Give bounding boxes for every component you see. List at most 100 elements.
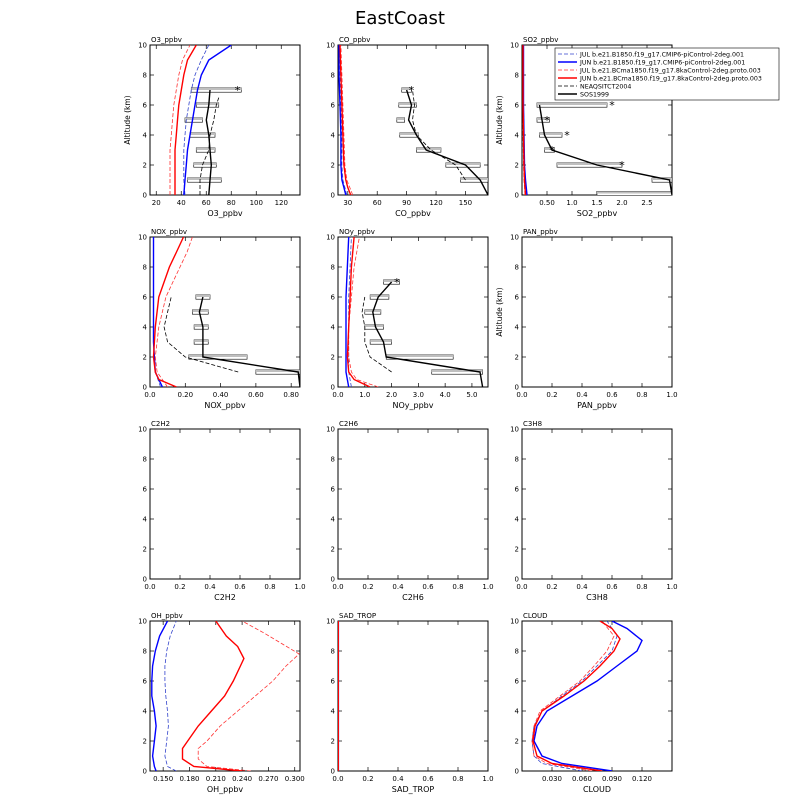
chart-panel-nox-ppbv: NOX_ppbv 0 2 4 6 8 10 0.0 0.20 0.40 0.60 0.80 NOX_pp…	[138, 228, 301, 410]
obs-box-shade	[188, 354, 248, 357]
obs-box-shade	[191, 87, 242, 90]
obs-star-marker: *	[549, 144, 555, 157]
series-line	[205, 89, 213, 195]
x-axis-label: NOy_ppbv	[393, 401, 434, 410]
x-tick-label: 0.4	[392, 775, 404, 783]
plot-frame	[149, 236, 301, 388]
plot-area	[151, 621, 300, 771]
y-tick-label: 6	[143, 678, 148, 686]
x-tick-label: 0.300	[285, 775, 305, 783]
obs-box-shade	[187, 177, 222, 180]
y-tick-label: 8	[331, 264, 335, 272]
x-axis-label: SAD_TROP	[392, 785, 435, 794]
chart-panel-sad-trop: SAD_TROP 0 2 4 6 8 10 0.0 0.2 0.4 0.6 0.8 1.0 SAD_TRO…	[326, 612, 493, 794]
x-tick-label: 0.0	[516, 391, 527, 399]
x-axis-label: CLOUD	[583, 785, 611, 794]
series-line	[154, 237, 193, 387]
x-tick-label: 0.210	[206, 775, 226, 783]
x-tick-label: 0.6	[422, 583, 434, 591]
plot-frame	[149, 428, 301, 580]
chart-panel-o3-ppbv: O3_ppbv 0 2 4 6 8 10 20 40 60 80 100 120 O3_ppbv Altit…	[123, 36, 301, 218]
panel-title: C2H6	[339, 420, 359, 428]
plot-area	[169, 45, 242, 195]
series-line	[339, 45, 348, 195]
x-tick-label: 30	[343, 199, 352, 207]
x-tick-label: 0.120	[632, 775, 652, 783]
x-tick-label: 0.0	[332, 391, 343, 399]
obs-star-marker: *	[544, 114, 550, 127]
x-tick-label: 0.240	[232, 775, 252, 783]
y-tick-label: 4	[515, 132, 520, 140]
plot-frame	[521, 428, 673, 580]
y-tick-label: 8	[143, 72, 147, 80]
panel-title: SAD_TROP	[339, 612, 376, 620]
obs-star-marker: *	[619, 159, 625, 172]
y-tick-label: 0	[331, 384, 335, 392]
y-tick-label: 8	[143, 264, 147, 272]
x-tick-label: 0.40	[213, 391, 229, 399]
y-tick-label: 0	[515, 384, 519, 392]
obs-box-shade	[537, 102, 607, 105]
obs-box-shade	[196, 147, 215, 150]
y-tick-label: 0	[515, 576, 519, 584]
x-axis-label: SO2_ppbv	[577, 209, 618, 218]
y-tick-label: 2	[143, 738, 147, 746]
x-tick-label: 0.150	[153, 775, 173, 783]
x-tick-label: 60	[202, 199, 211, 207]
y-tick-label: 10	[510, 234, 519, 242]
y-tick-label: 10	[326, 42, 335, 50]
obs-box-shade	[190, 132, 215, 135]
x-tick-label: 0.0	[144, 583, 155, 591]
y-tick-label: 4	[515, 324, 520, 332]
y-tick-label: 2	[331, 738, 335, 746]
x-tick-label: 0.4	[204, 583, 216, 591]
legend-item-label: NEAQSITCT2004	[580, 83, 631, 90]
x-tick-label: 0.50	[539, 199, 555, 207]
panel-title: NOX_ppbv	[151, 228, 187, 236]
obs-box-shade	[396, 117, 405, 120]
x-tick-label: 2.0	[386, 391, 397, 399]
x-tick-label: 120	[429, 199, 442, 207]
panel-title: PAN_ppbv	[523, 228, 558, 236]
y-tick-label: 2	[515, 354, 519, 362]
chart-panel-noy-ppbv: NOy_ppbv 0 2 4 6 8 10 0.0 1.0 2.0 3.0 4.0 5.0 NOy_ppb…	[326, 228, 489, 410]
y-tick-label: 6	[331, 486, 336, 494]
chart-panel-c3h8: C3H8 0 2 4 6 8 10 0.0 0.2 0.4 0.6 0.8 1.0 C3H8	[510, 420, 677, 602]
y-tick-label: 4	[515, 708, 520, 716]
x-tick-label: 3.0	[413, 391, 424, 399]
y-tick-label: 2	[515, 162, 519, 170]
y-tick-label: 8	[143, 648, 147, 656]
x-tick-label: 0.8	[452, 775, 463, 783]
y-tick-label: 10	[326, 234, 335, 242]
x-axis-label: C2H2	[214, 593, 236, 602]
y-axis-label: Altitude (km)	[495, 287, 504, 336]
obs-star-marker: *	[409, 84, 415, 97]
y-tick-label: 4	[143, 516, 148, 524]
x-tick-label: 40	[177, 199, 186, 207]
series-line	[531, 621, 618, 771]
series-line	[345, 237, 350, 387]
y-tick-label: 0	[143, 192, 147, 200]
chart-panel-pan-ppbv: PAN_ppbv 0 2 4 6 8 10 0.0 0.2 0.4 0.6 0.8 1.0 PAN_ppb…	[495, 228, 678, 410]
obs-star-marker: *	[235, 84, 241, 97]
obs-box-shade	[185, 117, 203, 120]
x-axis-label: NOX_ppbv	[204, 401, 245, 410]
x-axis-label: CO_ppbv	[395, 209, 431, 218]
y-axis-label: Altitude (km)	[495, 95, 504, 144]
chart-panel-cloud: CLOUD 0 2 4 6 8 10 0.030 0.060 0.090 0.120 CLOUD	[510, 612, 673, 794]
y-tick-label: 2	[143, 162, 147, 170]
y-tick-label: 4	[515, 516, 520, 524]
y-tick-label: 0	[331, 192, 335, 200]
plot-frame	[337, 44, 489, 196]
y-tick-label: 0	[515, 768, 519, 776]
plot-frame	[337, 428, 489, 580]
y-tick-label: 6	[515, 294, 520, 302]
x-tick-label: 0.8	[636, 391, 647, 399]
x-tick-label: 0.2	[546, 583, 557, 591]
x-tick-label: 0.2	[362, 775, 373, 783]
y-tick-label: 10	[326, 618, 335, 626]
y-tick-label: 2	[331, 546, 335, 554]
x-tick-label: 0.6	[606, 391, 618, 399]
obs-box-shade	[196, 102, 219, 105]
